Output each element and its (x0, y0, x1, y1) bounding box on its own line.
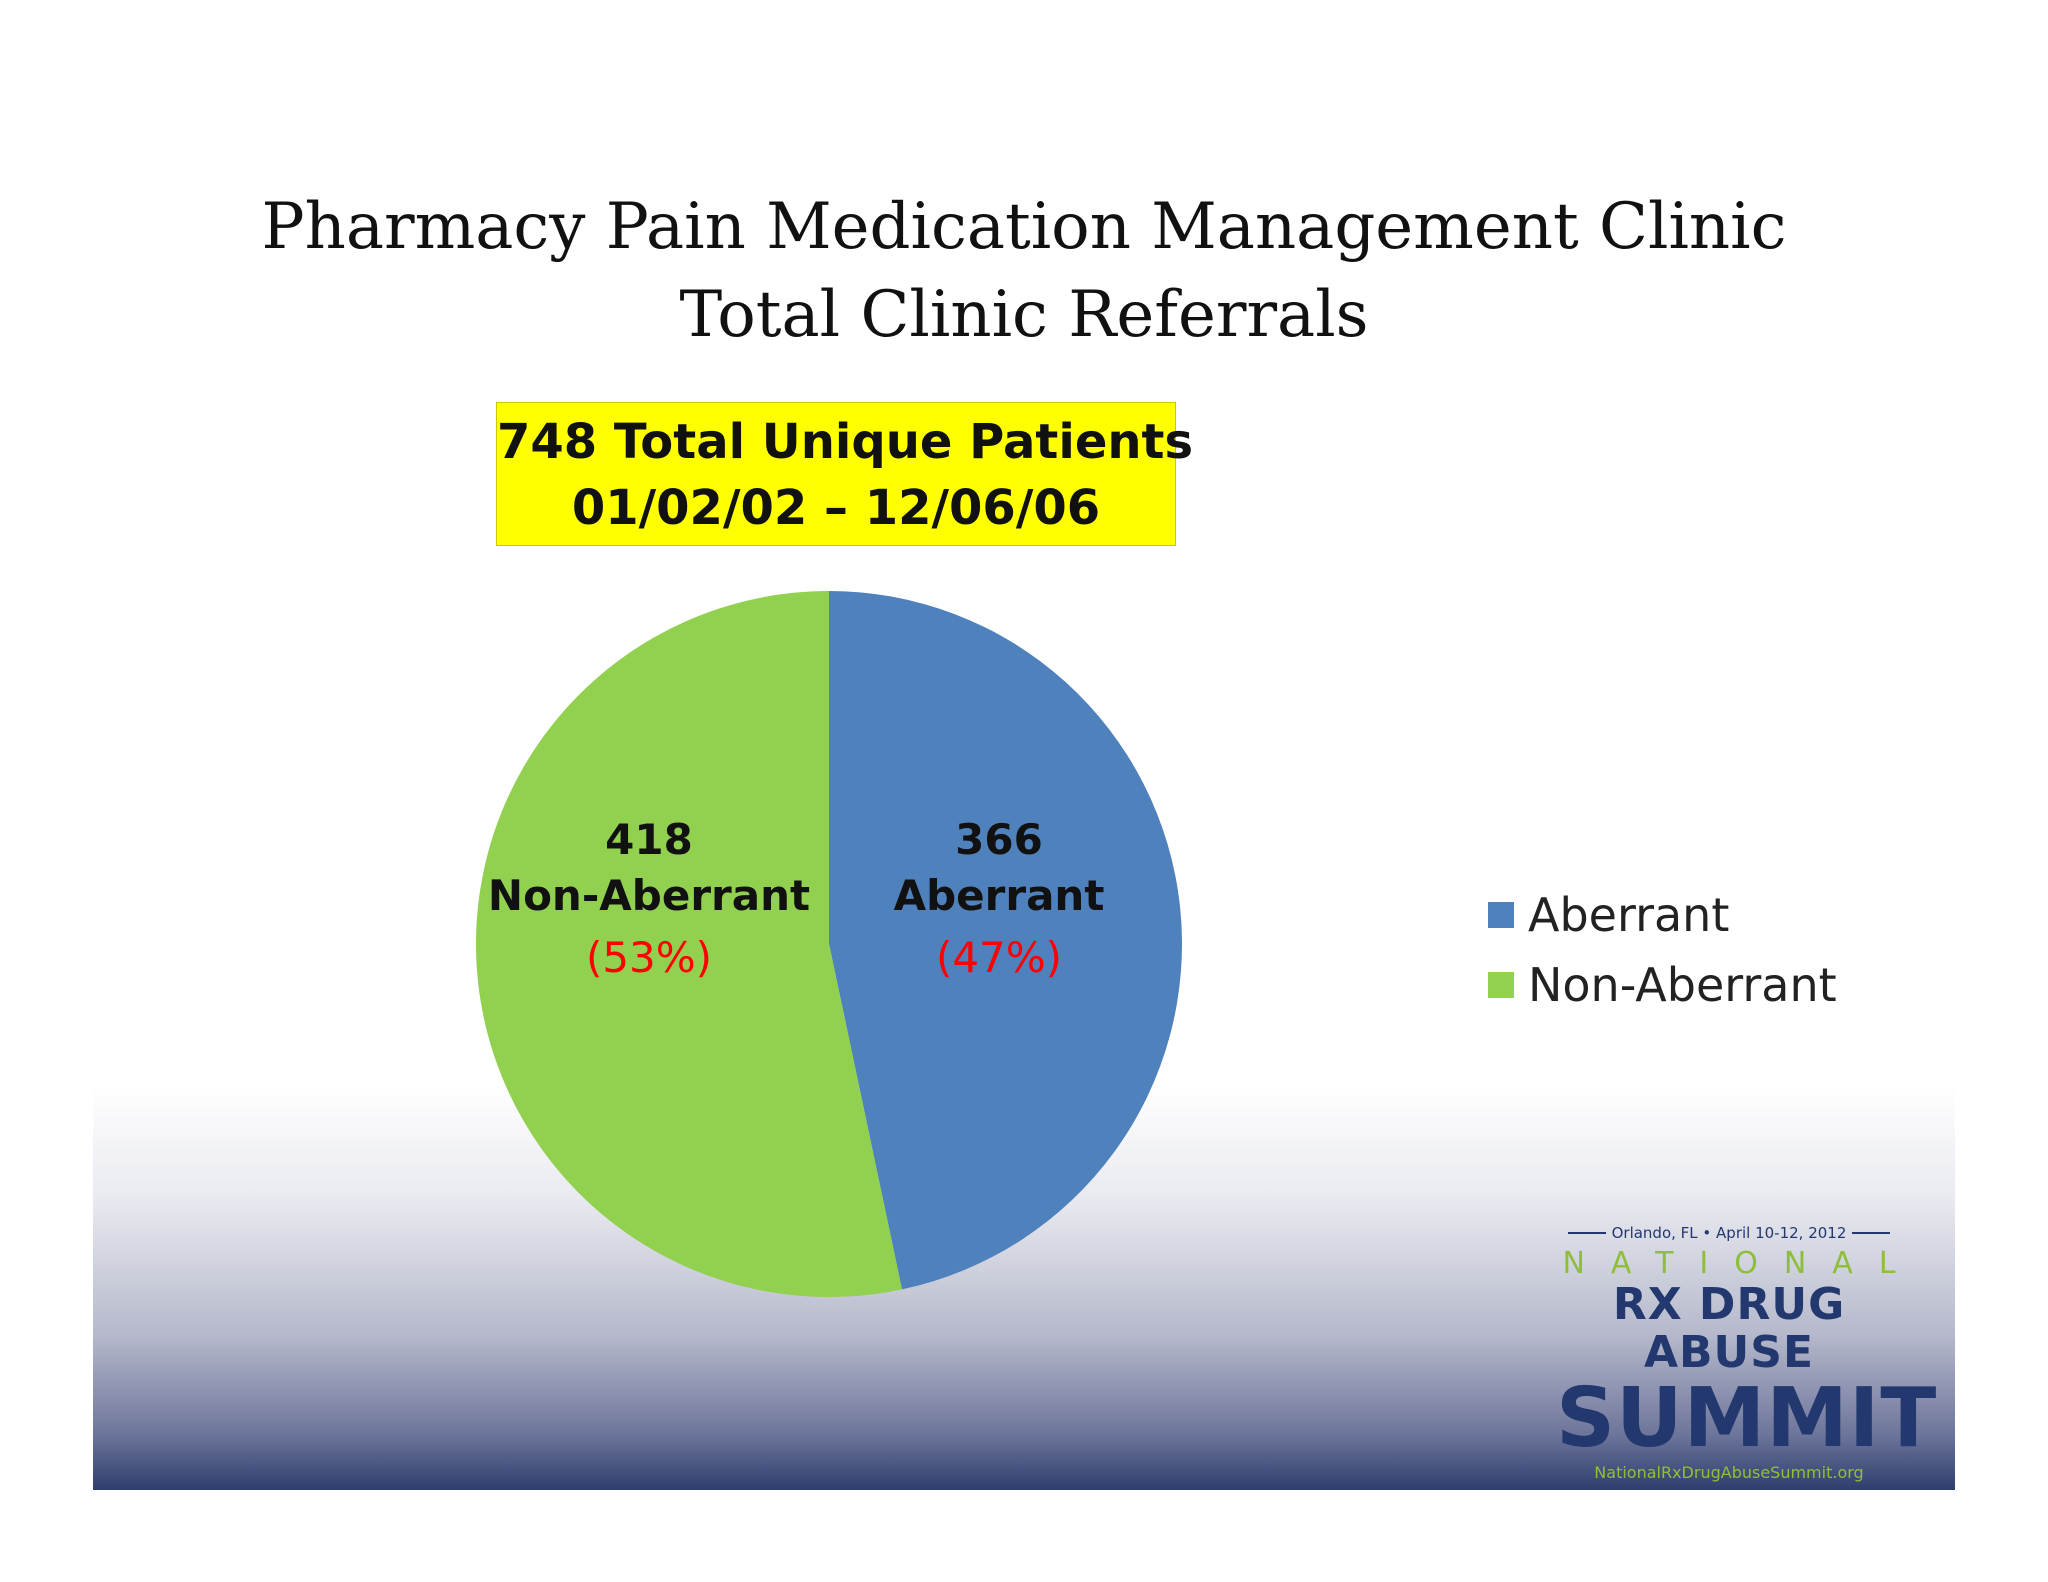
legend-item-non-aberrant: Non-Aberrant (1488, 950, 1837, 1020)
legend-item-aberrant: Aberrant (1488, 880, 1837, 950)
slide-title: Pharmacy Pain Medication Management Clin… (261, 190, 1787, 264)
slice-percent-non-aberrant: (53%) (586, 933, 712, 982)
slice-percent-aberrant: (47%) (936, 933, 1062, 982)
pie-slice-aberrant (829, 591, 1183, 1290)
callout-date-range: 01/02/02 – 12/06/06 (571, 480, 1101, 536)
legend-swatch-aberrant (1488, 902, 1514, 928)
logo-rule-right (1852, 1232, 1891, 1234)
slice-name-aberrant: Aberrant (894, 871, 1105, 920)
logo-rule-left (1567, 1232, 1606, 1234)
legend-label-aberrant: Aberrant (1528, 888, 1730, 942)
pie-slice-non-aberrant (476, 591, 903, 1297)
logo-national: NATIONAL (1562, 1246, 1922, 1281)
logo-rx-drug-abuse: RX DRUG ABUSE (1612, 1279, 1846, 1378)
logo-url: NationalRxDrugAbuseSummit.org (1594, 1463, 1864, 1482)
legend-swatch-non-aberrant (1488, 972, 1514, 998)
callout-total-patients: 748 Total Unique Patients (497, 414, 1194, 470)
slide-subtitle: Total Clinic Referrals (679, 278, 1369, 352)
chart-legend: Aberrant Non-Aberrant (1488, 880, 1837, 1020)
slice-name-non-aberrant: Non-Aberrant (488, 871, 810, 920)
slice-value-non-aberrant: 418 (605, 815, 693, 864)
logo-summit: SUMMIT (1556, 1371, 1938, 1466)
summit-logo: Orlando, FL • April 10-12, 2012 NATIONAL… (1556, 1224, 1938, 1482)
legend-label-non-aberrant: Non-Aberrant (1528, 958, 1837, 1012)
logo-location: Orlando, FL • April 10-12, 2012 (1611, 1224, 1847, 1242)
logo-location-line: Orlando, FL • April 10-12, 2012 (1556, 1224, 1902, 1242)
patients-callout: 748 Total Unique Patients 01/02/02 – 12/… (496, 402, 1194, 546)
slice-value-aberrant: 366 (955, 815, 1043, 864)
